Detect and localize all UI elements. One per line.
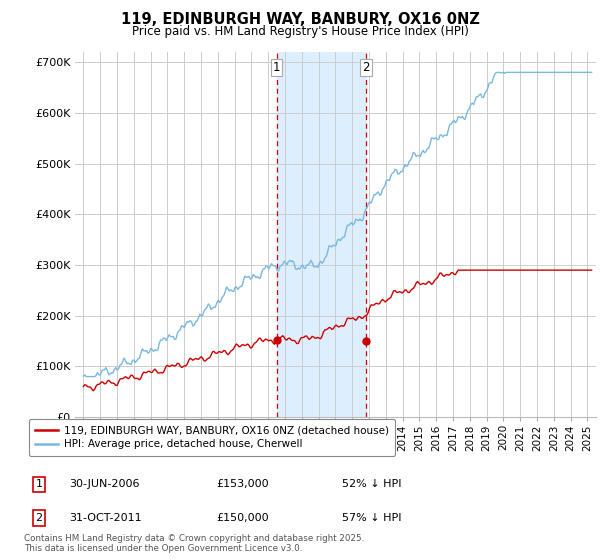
Text: 30-JUN-2006: 30-JUN-2006 — [69, 479, 139, 489]
Text: 31-OCT-2011: 31-OCT-2011 — [69, 513, 142, 523]
Text: Price paid vs. HM Land Registry's House Price Index (HPI): Price paid vs. HM Land Registry's House … — [131, 25, 469, 38]
Text: 1: 1 — [35, 479, 43, 489]
Text: 1: 1 — [273, 61, 280, 74]
Text: 119, EDINBURGH WAY, BANBURY, OX16 0NZ: 119, EDINBURGH WAY, BANBURY, OX16 0NZ — [121, 12, 479, 27]
Text: 2: 2 — [362, 61, 370, 74]
Text: Contains HM Land Registry data © Crown copyright and database right 2025.
This d: Contains HM Land Registry data © Crown c… — [24, 534, 364, 553]
Text: 2: 2 — [35, 513, 43, 523]
Legend: 119, EDINBURGH WAY, BANBURY, OX16 0NZ (detached house), HPI: Average price, deta: 119, EDINBURGH WAY, BANBURY, OX16 0NZ (d… — [29, 419, 395, 456]
Bar — [277, 52, 366, 417]
Text: £153,000: £153,000 — [216, 479, 269, 489]
Text: 57% ↓ HPI: 57% ↓ HPI — [342, 513, 401, 523]
Text: £150,000: £150,000 — [216, 513, 269, 523]
Text: 52% ↓ HPI: 52% ↓ HPI — [342, 479, 401, 489]
